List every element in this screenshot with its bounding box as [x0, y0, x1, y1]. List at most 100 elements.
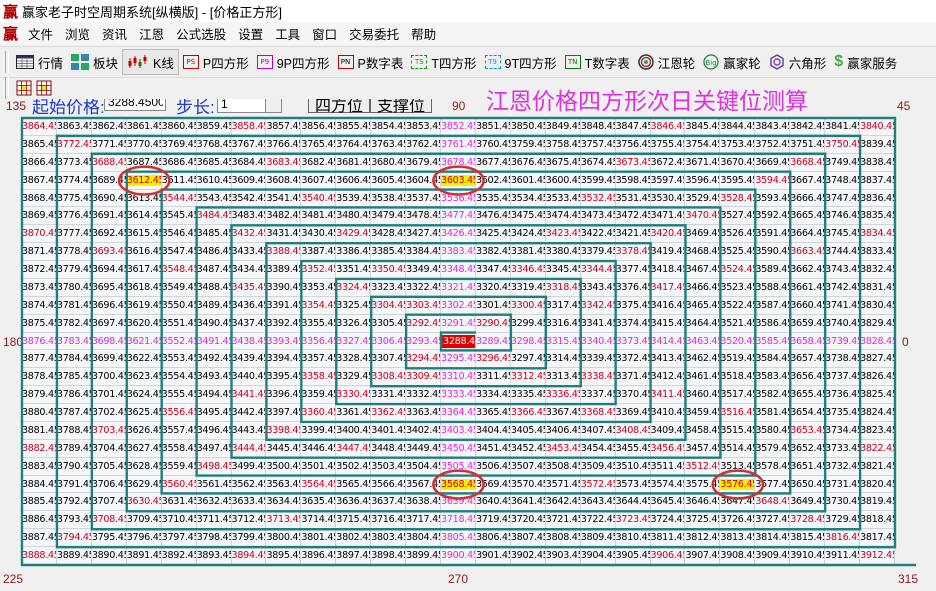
price-cell[interactable]: 3560.45 — [161, 475, 197, 494]
price-cell[interactable]: 3640.45 — [475, 493, 511, 512]
gann-wheel-button[interactable]: 江恩轮 — [634, 50, 700, 74]
price-cell[interactable]: 3710.45 — [161, 511, 197, 530]
price-cell[interactable]: 3495.45 — [196, 404, 232, 422]
9t-square-button[interactable]: T9 9T四方形 — [481, 50, 561, 74]
price-cell[interactable]: 3578.45 — [755, 457, 791, 476]
price-cell[interactable]: 3704.45 — [91, 439, 127, 458]
price-cell[interactable]: 3547.45 — [161, 243, 197, 262]
price-cell[interactable]: 3794.45 — [56, 529, 92, 548]
price-cell[interactable]: 3490.45 — [196, 314, 232, 333]
price-cell[interactable]: 3621.45 — [126, 332, 162, 351]
price-cell[interactable]: 3473.45 — [580, 207, 616, 226]
price-cell[interactable]: 3442.45 — [231, 404, 267, 422]
price-cell[interactable]: 3420.45 — [650, 225, 686, 244]
price-cell[interactable]: 3824.45 — [860, 404, 895, 422]
price-cell[interactable]: 3818.45 — [860, 511, 895, 530]
price-cell[interactable]: 3666.45 — [790, 189, 826, 208]
price-cell[interactable]: 3694.45 — [91, 261, 127, 279]
kline-button[interactable]: K线 — [122, 49, 179, 75]
price-cell[interactable]: 3631.45 — [161, 493, 197, 512]
price-cell[interactable]: 3723.45 — [615, 511, 651, 530]
price-cell[interactable]: 3418.45 — [650, 261, 686, 279]
price-cell[interactable]: 3514.45 — [720, 439, 756, 458]
price-cell[interactable]: 3809.45 — [580, 529, 616, 548]
price-cell[interactable]: 3705.45 — [91, 457, 127, 476]
price-cell[interactable]: 3542.45 — [231, 189, 267, 208]
price-cell[interactable]: 3777.45 — [56, 225, 92, 244]
price-cell[interactable]: 3307.45 — [371, 350, 407, 369]
price-cell[interactable]: 3378.45 — [615, 243, 651, 262]
price-cell[interactable]: 3817.45 — [860, 529, 895, 548]
price-cell[interactable]: 3358.45 — [301, 368, 337, 387]
price-cell[interactable]: 3474.45 — [545, 207, 581, 226]
price-cell[interactable]: 3563.45 — [266, 475, 302, 494]
price-cell[interactable]: 3725.45 — [685, 511, 721, 530]
price-cell[interactable]: 3595.45 — [720, 171, 756, 190]
toolbar2-grip[interactable] — [5, 77, 9, 99]
price-cell[interactable]: 3713.45 — [266, 511, 302, 530]
price-cell[interactable]: 3783.45 — [56, 332, 92, 351]
price-cell[interactable]: 3885.45 — [22, 493, 57, 512]
price-cell[interactable]: 3762.45 — [406, 135, 442, 154]
price-cell[interactable]: 3870.45 — [22, 225, 57, 244]
price-cell[interactable]: 3351.45 — [336, 261, 372, 279]
price-cell[interactable]: 3812.45 — [685, 529, 721, 548]
price-cell[interactable]: 3575.45 — [685, 475, 721, 494]
price-cell[interactable]: 3717.45 — [406, 511, 442, 530]
price-cell[interactable]: 3320.45 — [475, 278, 511, 297]
price-cell[interactable]: 3730.45 — [825, 493, 861, 512]
price-cell[interactable]: 3751.45 — [790, 135, 826, 154]
price-cell[interactable]: 3452.45 — [510, 439, 546, 458]
price-cell[interactable]: 3536.45 — [441, 189, 476, 208]
price-cell[interactable]: 3626.45 — [126, 421, 162, 440]
price-cell[interactable]: 3343.45 — [580, 278, 616, 297]
price-cell[interactable]: 3900.45 — [441, 547, 476, 565]
price-cell[interactable]: 3841.45 — [825, 118, 861, 136]
price-cell[interactable]: 3513.45 — [720, 457, 756, 476]
price-cell[interactable]: 3795.45 — [91, 529, 127, 548]
step-dropdown-button[interactable] — [265, 99, 282, 113]
price-cell[interactable]: 3494.45 — [196, 386, 232, 405]
price-cell[interactable]: 3647.45 — [720, 493, 756, 512]
price-cell[interactable]: 3363.45 — [406, 404, 442, 422]
price-cell[interactable]: 3679.45 — [406, 153, 442, 172]
price-cell[interactable]: 3435.45 — [231, 278, 267, 297]
price-cell[interactable]: 3830.45 — [860, 296, 895, 315]
price-cell[interactable]: 3814.45 — [755, 529, 791, 548]
price-cell[interactable]: 3369.45 — [615, 404, 651, 422]
price-cell[interactable]: 3331.45 — [371, 386, 407, 405]
price-cell[interactable]: 3764.45 — [336, 135, 372, 154]
price-cell[interactable]: 3670.45 — [720, 153, 756, 172]
price-cell[interactable]: 3848.45 — [580, 118, 616, 136]
price-cell[interactable]: 3737.45 — [825, 368, 861, 387]
price-cell[interactable]: 3600.45 — [545, 171, 581, 190]
price-cell[interactable]: 3509.45 — [580, 457, 616, 476]
price-cell[interactable]: 3853.45 — [406, 118, 442, 136]
price-cell[interactable]: 3304.45 — [371, 296, 407, 315]
price-cell[interactable]: 3734.45 — [825, 421, 861, 440]
price-cell[interactable]: 3605.45 — [371, 171, 407, 190]
price-cell[interactable]: 3489.45 — [196, 296, 232, 315]
price-cell[interactable]: 3527.45 — [720, 207, 756, 226]
price-cell[interactable]: 3581.45 — [755, 404, 791, 422]
price-cell[interactable]: 3428.45 — [371, 225, 407, 244]
price-cell[interactable]: 3788.45 — [56, 421, 92, 440]
price-cell[interactable]: 3839.45 — [860, 135, 895, 154]
price-cell[interactable]: 3538.45 — [371, 189, 407, 208]
price-cell[interactable]: 3810.45 — [615, 529, 651, 548]
price-cell[interactable]: 3630.45 — [126, 493, 162, 512]
highlighted-price-cell[interactable]: 3603.45 — [441, 171, 476, 190]
price-cell[interactable]: 3425.45 — [475, 225, 511, 244]
price-cell[interactable]: 3639.45 — [441, 493, 476, 512]
menu-help[interactable]: 帮助 — [411, 28, 437, 42]
price-cell[interactable]: 3825.45 — [860, 386, 895, 405]
price-cell[interactable]: 3441.45 — [231, 386, 267, 405]
price-cell[interactable]: 3875.45 — [22, 314, 57, 333]
menu-window[interactable]: 窗口 — [312, 28, 338, 42]
price-cell[interactable]: 3362.45 — [371, 404, 407, 422]
price-cell[interactable]: 3792.45 — [56, 493, 92, 512]
price-cell[interactable]: 3615.45 — [126, 225, 162, 244]
price-cell[interactable]: 3655.45 — [790, 386, 826, 405]
price-cell[interactable]: 3496.45 — [196, 421, 232, 440]
price-cell[interactable]: 3714.45 — [301, 511, 337, 530]
